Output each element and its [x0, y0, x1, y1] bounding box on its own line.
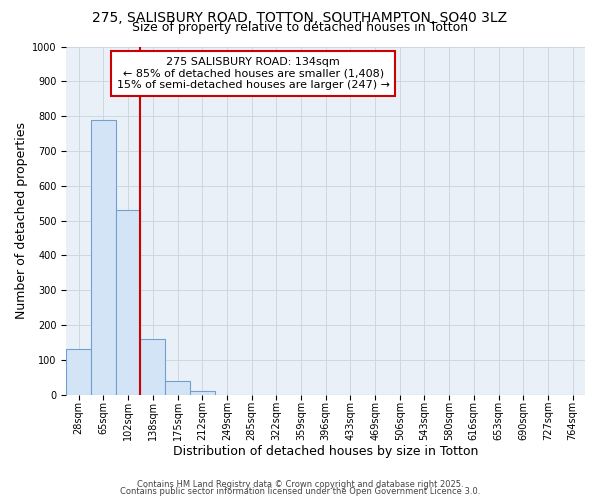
Bar: [140, 339, 165, 394]
Y-axis label: Number of detached properties: Number of detached properties: [15, 122, 28, 319]
Text: Contains HM Land Registry data © Crown copyright and database right 2025.: Contains HM Land Registry data © Crown c…: [137, 480, 463, 489]
Bar: [91, 120, 116, 394]
Text: Contains public sector information licensed under the Open Government Licence 3.: Contains public sector information licen…: [120, 488, 480, 496]
Text: Size of property relative to detached houses in Totton: Size of property relative to detached ho…: [132, 21, 468, 34]
X-axis label: Distribution of detached houses by size in Totton: Distribution of detached houses by size …: [173, 444, 478, 458]
Bar: [67, 350, 91, 395]
Bar: [165, 380, 190, 394]
Bar: [116, 210, 140, 394]
Text: 275, SALISBURY ROAD, TOTTON, SOUTHAMPTON, SO40 3LZ: 275, SALISBURY ROAD, TOTTON, SOUTHAMPTON…: [92, 11, 508, 25]
Bar: [190, 391, 215, 394]
Text: 275 SALISBURY ROAD: 134sqm
← 85% of detached houses are smaller (1,408)
15% of s: 275 SALISBURY ROAD: 134sqm ← 85% of deta…: [116, 57, 389, 90]
